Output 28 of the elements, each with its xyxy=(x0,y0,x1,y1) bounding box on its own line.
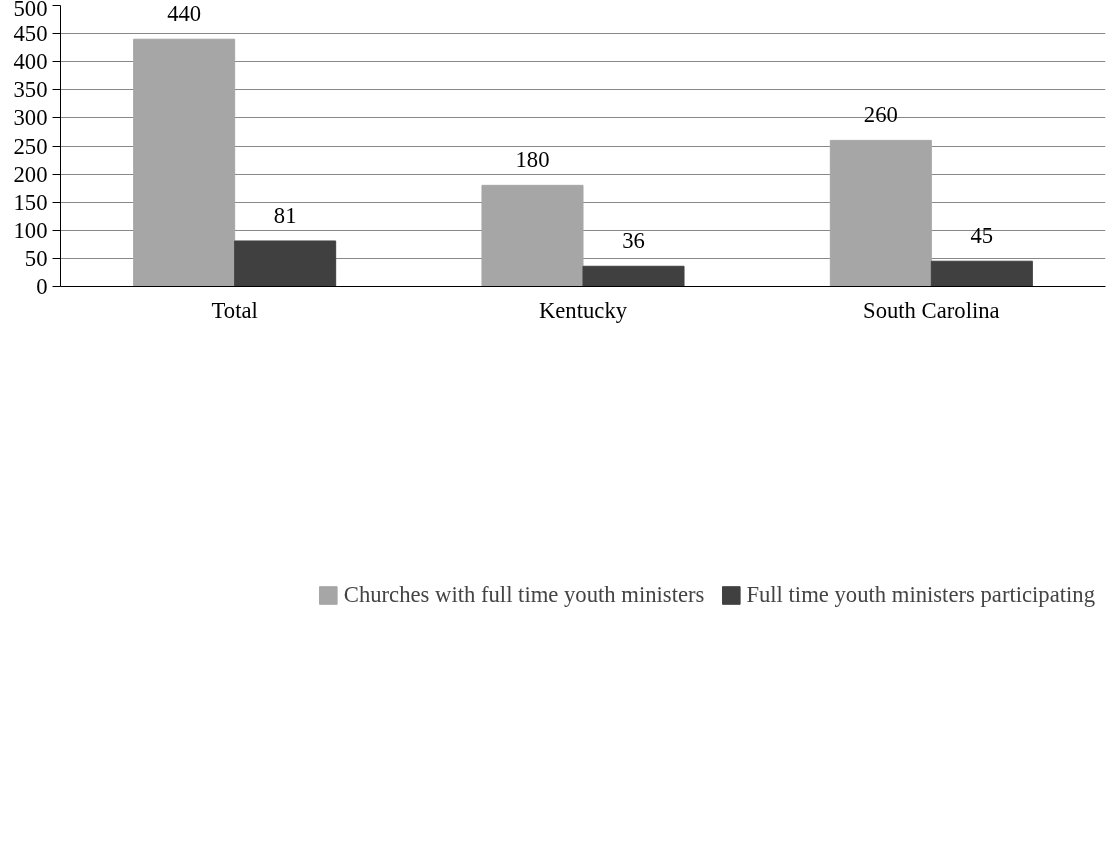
data-label: 36 xyxy=(622,228,645,254)
data-label: 81 xyxy=(273,202,297,228)
data-label: 260 xyxy=(863,102,898,128)
x-tick-label: South Carolina xyxy=(863,297,1000,323)
y-tick-label: 450 xyxy=(13,21,48,47)
y-tick-label: 0 xyxy=(36,274,48,299)
y-tick-label: 100 xyxy=(13,217,48,243)
y-tick-label: 250 xyxy=(13,133,48,159)
legend-label: Full time youth ministers participating xyxy=(746,582,1095,608)
bar xyxy=(829,139,932,287)
data-label: 45 xyxy=(970,223,994,249)
data-label: 180 xyxy=(515,147,550,173)
bar xyxy=(582,265,685,287)
y-tick-label: 350 xyxy=(13,77,48,103)
y-tick-label: 400 xyxy=(13,49,48,75)
legend-label: Churches with full time youth ministers xyxy=(343,582,705,608)
y-tick-label: 50 xyxy=(24,245,48,271)
x-tick-label: Kentucky xyxy=(538,297,628,323)
x-tick-label: Total xyxy=(211,297,258,323)
y-tick-label: 300 xyxy=(13,105,48,131)
y-tick-label: 200 xyxy=(13,161,48,187)
y-tick-label: 150 xyxy=(13,189,48,215)
y-tick-label: 500 xyxy=(13,0,48,21)
bar xyxy=(481,184,584,287)
bar xyxy=(930,260,1033,287)
bar xyxy=(133,38,236,287)
data-label: 440 xyxy=(167,1,202,27)
bar xyxy=(234,240,337,287)
